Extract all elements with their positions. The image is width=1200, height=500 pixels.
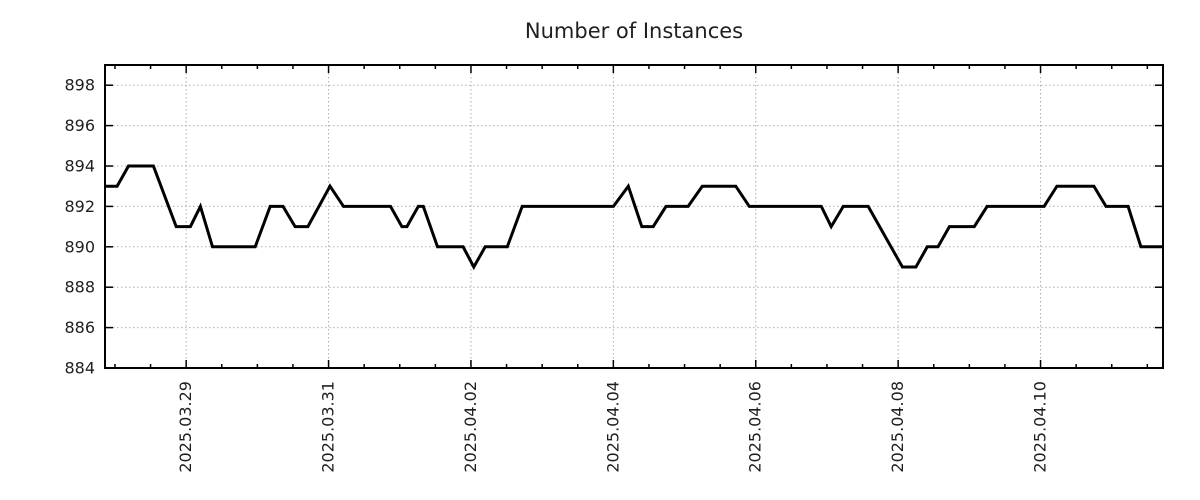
x-tick-label: 2025.03.29 xyxy=(176,381,195,473)
y-tick-label: 892 xyxy=(64,197,95,216)
y-tick-label: 884 xyxy=(64,359,95,378)
x-tick-label: 2025.04.10 xyxy=(1031,381,1050,473)
x-tick-label: 2025.04.04 xyxy=(603,381,622,473)
y-tick-label: 888 xyxy=(64,278,95,297)
x-tick-label: 2025.04.08 xyxy=(888,381,907,473)
y-tick-label: 894 xyxy=(64,157,95,176)
y-tick-label: 890 xyxy=(64,237,95,256)
y-tick-label: 896 xyxy=(64,116,95,135)
data-line-series xyxy=(105,164,1163,271)
chart-title: Number of Instances xyxy=(525,19,743,43)
y-tick-label: 898 xyxy=(64,76,95,95)
x-tick-label: 2025.03.31 xyxy=(319,381,338,473)
x-tick-label: 2025.04.02 xyxy=(461,381,480,473)
plot-border xyxy=(104,64,1164,369)
x-tick-label: 2025.04.06 xyxy=(746,381,765,473)
plot-area: 884 886 888 890 892 894 896 898 2025.03.29 2025.0… xyxy=(64,64,1164,473)
y-tick-label: 886 xyxy=(64,318,95,337)
